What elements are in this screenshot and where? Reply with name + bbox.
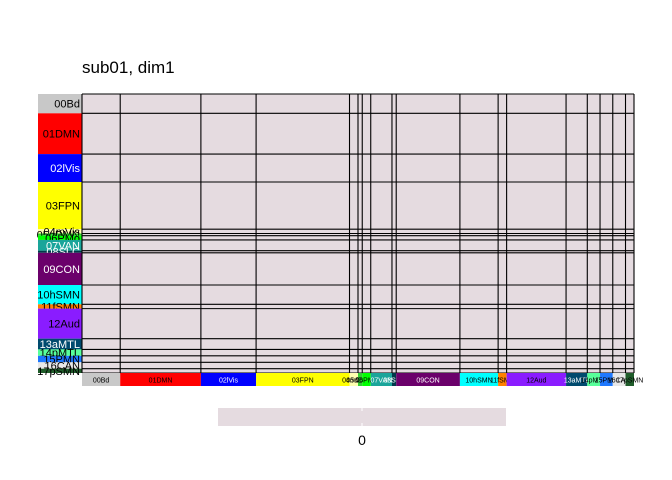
x-network-label-13aMTL: 13aMTL bbox=[564, 378, 590, 385]
y-network-band-09CON bbox=[38, 252, 82, 286]
x-network-label-10hSMN: 10hSMN bbox=[465, 378, 492, 385]
y-network-label-17pSMN: 17pSMN bbox=[37, 366, 80, 378]
x-network-band-16CAN bbox=[612, 373, 626, 386]
x-network-label-08SLC: 08SLC bbox=[383, 378, 404, 385]
color-scale-legend: 0 bbox=[218, 408, 506, 448]
x-network-band-13aMTL bbox=[566, 373, 588, 386]
x-network-label-09CON: 09CON bbox=[416, 378, 439, 385]
y-network-band-00Bd bbox=[38, 94, 82, 114]
x-network-label-17pSMN: 17pSMN bbox=[616, 378, 643, 385]
y-network-label-01DMN: 01DMN bbox=[43, 129, 80, 141]
x-network-band-00Bd bbox=[82, 373, 121, 386]
x-network-label-02lVis: 02lVis bbox=[219, 378, 238, 385]
x-network-band-17pSMN bbox=[625, 373, 634, 386]
x-network-label-00Bd: 00Bd bbox=[93, 378, 109, 385]
y-network-band-13aMTL bbox=[38, 338, 82, 350]
x-network-label-01DMN: 01DMN bbox=[149, 378, 173, 385]
x-network-band-07VAN bbox=[370, 373, 392, 386]
y-network-label-09CON: 09CON bbox=[43, 264, 80, 276]
y-network-label-00Bd: 00Bd bbox=[54, 99, 80, 111]
y-network-label-13aMTL: 13aMTL bbox=[40, 339, 80, 351]
x-network-label-06PMo: 06PMo bbox=[355, 378, 377, 385]
y-network-band-11fSMN bbox=[38, 304, 82, 309]
y-network-label-10hSMN: 10hSMN bbox=[37, 290, 80, 302]
x-network-label-14pMTL: 14pMTL bbox=[581, 378, 607, 385]
x-network-band-12Aud bbox=[506, 373, 567, 386]
y-network-band-15PMN bbox=[38, 355, 82, 363]
x-network-band-04mVis bbox=[349, 373, 358, 386]
connectivity-matrix bbox=[81, 93, 635, 374]
x-axis-network-labels: 00Bd 01DMN 02lVis 03FPN 04mVis05dDMN06PMo07V… bbox=[82, 373, 643, 386]
y-network-band-02lVis bbox=[38, 154, 82, 182]
y-network-band-17pSMN bbox=[38, 368, 82, 373]
y-network-band-12Aud bbox=[38, 308, 82, 339]
y-network-band-16CAN bbox=[38, 362, 82, 369]
y-network-band-08SLC bbox=[38, 250, 82, 253]
y-network-band-04mVis bbox=[38, 229, 82, 234]
x-network-label-12Aud: 12Aud bbox=[526, 378, 546, 385]
x-network-band-08SLC bbox=[391, 373, 397, 386]
color-scale-bar bbox=[218, 408, 506, 426]
x-network-label-04mVis: 04mVis bbox=[342, 378, 366, 385]
color-scale-tick-label: 0 bbox=[358, 432, 366, 448]
y-network-label-03FPN: 03FPN bbox=[46, 201, 80, 213]
y-network-band-03FPN bbox=[38, 181, 82, 230]
y-network-band-07VAN bbox=[38, 239, 82, 251]
x-network-label-07VAN: 07VAN bbox=[371, 378, 393, 385]
y-network-band-05dDMN bbox=[38, 233, 82, 236]
x-network-label-03FPN: 03FPN bbox=[292, 378, 314, 385]
x-network-label-05dDMN: 05dDMN bbox=[346, 378, 374, 385]
x-network-band-11fSMN bbox=[498, 373, 507, 386]
x-network-band-10hSMN bbox=[459, 373, 499, 386]
y-network-band-10hSMN bbox=[38, 285, 82, 305]
x-network-label-15PMN: 15PMN bbox=[595, 378, 618, 385]
y-network-band-01DMN bbox=[38, 113, 82, 155]
x-network-band-09CON bbox=[396, 373, 460, 386]
x-network-band-05dDMN bbox=[358, 373, 363, 386]
x-network-band-01DMN bbox=[120, 373, 201, 386]
x-network-band-06PMo bbox=[362, 373, 371, 386]
chart-title: sub01, dim1 bbox=[82, 58, 175, 77]
x-network-band-03FPN bbox=[256, 373, 350, 386]
y-network-band-14pMTL bbox=[38, 349, 82, 356]
x-network-band-02lVis bbox=[200, 373, 257, 386]
x-network-label-11fSMN: 11fSMN bbox=[490, 378, 515, 385]
y-axis-network-labels: 00Bd01DMN02lVis03FPN04mVis05dDMN06PMo07V… bbox=[37, 94, 82, 378]
y-network-band-06PMo bbox=[38, 235, 82, 240]
x-network-band-14pMTL bbox=[587, 373, 601, 386]
y-network-label-12Aud: 12Aud bbox=[48, 319, 80, 331]
x-network-label-16CAN: 16CAN bbox=[608, 378, 631, 385]
y-network-label-07VAN: 07VAN bbox=[46, 240, 80, 252]
x-network-band-15PMN bbox=[600, 373, 613, 386]
y-network-label-02lVis: 02lVis bbox=[50, 163, 80, 175]
